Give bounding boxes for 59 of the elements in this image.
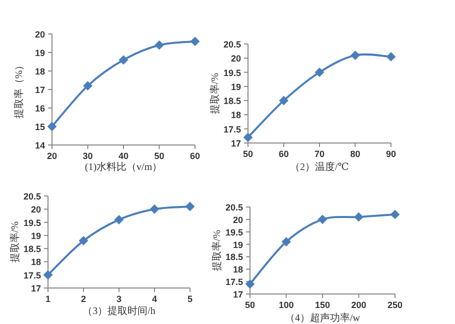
y-tick-label: 17.5 <box>225 277 243 288</box>
y-tick-label: 19.5 <box>23 218 41 228</box>
x-tick-label: 50 <box>242 149 254 159</box>
y-tick-label: 18.5 <box>23 244 41 254</box>
y-tick-label: 20 <box>232 214 243 225</box>
y-tick-label: 20 <box>30 204 41 215</box>
y-tick-label: 17 <box>30 284 41 294</box>
y-tick-label: 20.5 <box>225 202 243 212</box>
x-tick-label: 150 <box>314 300 330 310</box>
x-axis-title: (1)水料比（v/m） <box>84 161 162 173</box>
y-tick-label: 18 <box>34 66 45 76</box>
y-tick-label: 18.5 <box>223 96 241 106</box>
y-tick-label: 19.5 <box>225 227 243 238</box>
x-tick-label: 5 <box>187 294 193 304</box>
y-tick-label: 17.5 <box>23 270 41 280</box>
x-tick-label: 1 <box>45 294 51 304</box>
y-tick-label: 16 <box>34 104 45 114</box>
y-tick-label: 17.5 <box>223 124 241 134</box>
x-tick-label: 90 <box>386 149 396 159</box>
y-tick-label: 17 <box>34 85 45 95</box>
x-tick-label: 3 <box>116 294 122 304</box>
x-tick-label: 30 <box>82 151 93 161</box>
x-tick-label: 70 <box>314 149 325 159</box>
y-tick-label: 19 <box>232 240 243 250</box>
y-tick-label: 20 <box>34 30 45 40</box>
y-tick-label: 18 <box>232 264 243 275</box>
y-tick-label: 20.5 <box>223 40 241 50</box>
x-tick-label: 100 <box>278 300 294 310</box>
x-tick-label: 250 <box>387 300 403 310</box>
y-tick-label: 17 <box>232 290 243 300</box>
x-axis-title: （4）超声功率/w <box>285 312 361 324</box>
x-tick-label: 2 <box>80 294 86 304</box>
x-tick-label: 200 <box>351 300 366 310</box>
x-tick-label: 60 <box>190 151 200 161</box>
y-tick-label: 19 <box>230 82 241 92</box>
x-tick-label: 50 <box>154 151 164 161</box>
y-tick-label: 20.5 <box>23 192 41 202</box>
y-tick-label: 20 <box>230 54 241 64</box>
x-axis-title: （2）温度/℃ <box>290 161 349 173</box>
y-axis-title: 提取率/% <box>209 72 221 114</box>
x-tick-label: 60 <box>278 149 289 159</box>
y-tick-label: 17 <box>230 138 241 148</box>
x-tick-label: 50 <box>244 300 256 310</box>
y-axis-title: 提取率/% <box>9 221 21 263</box>
y-tick-label: 18 <box>30 257 41 268</box>
x-tick-label: 20 <box>46 151 58 161</box>
y-tick-label: 18.5 <box>225 252 243 262</box>
y-axis-title: 提取率/% <box>211 230 223 272</box>
x-tick-label: 40 <box>118 151 129 161</box>
x-tick-label: 80 <box>350 149 360 159</box>
x-axis-title: （3）提取时间/h <box>82 305 156 317</box>
y-tick-label: 19 <box>30 230 41 241</box>
y-tick-label: 19 <box>34 48 45 58</box>
y-tick-label: 18 <box>230 110 241 120</box>
y-tick-label: 14 <box>34 140 45 150</box>
y-axis-title: 提取率（%） <box>13 60 25 119</box>
y-tick-label: 15 <box>34 122 45 132</box>
x-tick-label: 4 <box>152 294 158 304</box>
y-tick-label: 19.5 <box>223 68 241 78</box>
